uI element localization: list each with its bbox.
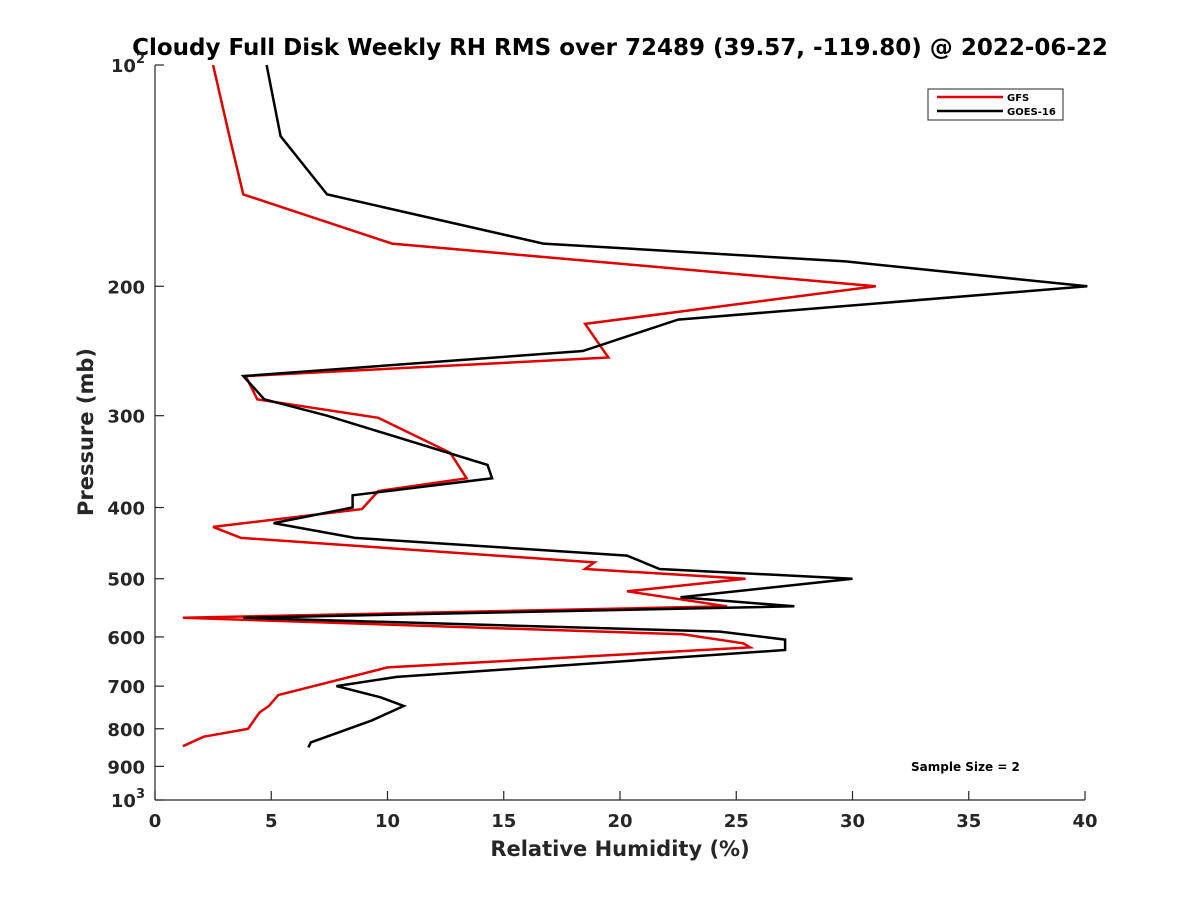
x-tick-label: 35 [956,811,981,832]
y-tick-label: 200 [107,277,145,298]
x-axis-label: Relative Humidity (%) [490,837,749,861]
legend: GFS GOES-16 [927,88,1064,121]
y-tick-label: 300 [107,407,145,428]
y-tick-label: 102 [111,52,145,77]
y-tick-label: 400 [107,499,145,520]
chart-title: Cloudy Full Disk Weekly RH RMS over 7248… [132,35,1108,61]
legend-box [927,88,1064,121]
x-tick-label: 20 [607,811,632,832]
y-tick-label: 600 [107,628,145,649]
y-tick-label: 500 [107,570,145,591]
series-line-goes16 [240,64,1088,748]
y-tick-label: 900 [107,757,145,778]
y-axis-label: Pressure (mb) [74,348,98,516]
sample-size-annotation: Sample Size = 2 [911,760,1020,774]
x-tick-label: 5 [265,811,278,832]
x-tick-label: 25 [724,811,749,832]
legend-gfs-label: GFS [1007,93,1029,104]
series-line-gfs [182,64,876,748]
x-tick-label: 30 [840,811,865,832]
plot-area: 0 5 10 15 20 25 30 35 40 102 200 300 400 500 600 700 80… [107,52,1097,832]
y-tick-label: 800 [107,720,145,741]
x-tick-label: 40 [1072,811,1097,832]
series-layer [182,64,1088,748]
x-ticks: 0 5 10 15 20 25 30 35 40 [149,791,1098,832]
x-tick-label: 15 [491,811,516,832]
x-tick-label: 0 [149,811,162,832]
y-ticks: 102 200 300 400 500 600 700 800 900 103 [107,52,164,812]
legend-goes16-label: GOES-16 [1007,107,1056,118]
y-tick-label: 103 [111,787,145,812]
x-tick-label: 10 [375,811,400,832]
y-tick-label: 700 [107,677,145,698]
